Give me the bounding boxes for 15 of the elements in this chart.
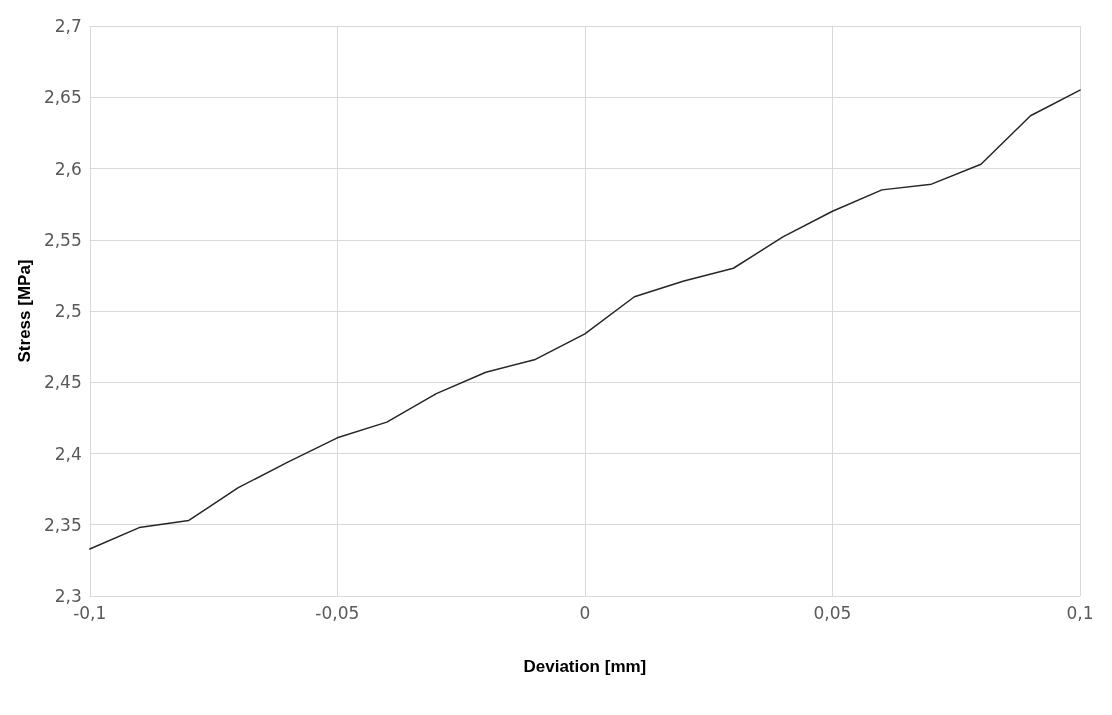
y-tick-label: 2,55 [43, 229, 82, 250]
y-tick-label: 2,4 [54, 443, 82, 464]
y-tick-label: 2,45 [43, 372, 82, 393]
y-tick-label: 2,5 [54, 301, 82, 321]
x-tick-label: 0 [579, 602, 591, 623]
x-axis-title: Deviation [mm] [523, 657, 647, 676]
line-series [89, 89, 1081, 550]
y-tick-label: 2,7 [54, 16, 82, 36]
y-tick-label: 2,65 [43, 87, 82, 108]
y-tick-label: 2,35 [43, 514, 82, 535]
x-tick-label: -0,05 [315, 602, 360, 623]
y-tick-label: 2,6 [54, 158, 82, 179]
x-tick-label: 0,1 [1066, 602, 1094, 623]
y-axis-title: Stress [MPa] [15, 259, 34, 363]
x-tick-label: 0,05 [813, 602, 852, 623]
